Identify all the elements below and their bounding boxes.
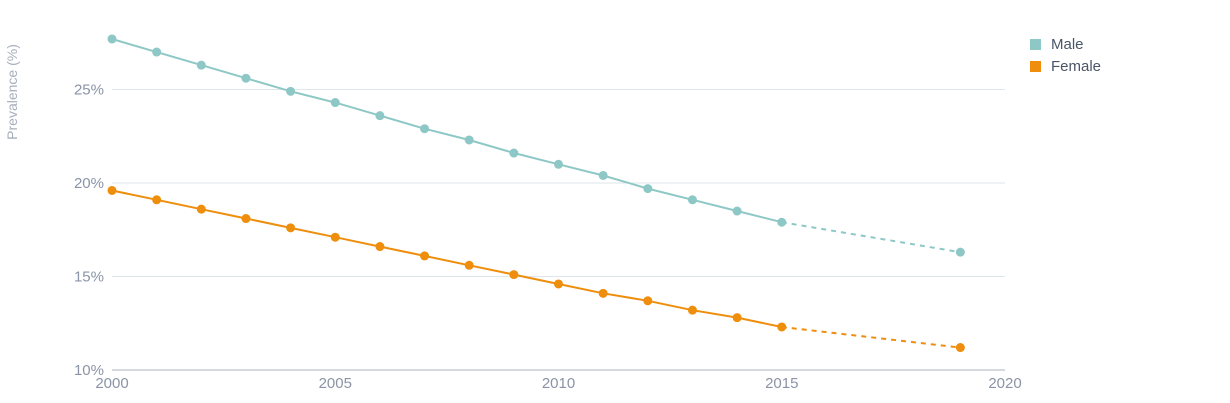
data-point-female[interactable] (777, 322, 787, 332)
data-point-female[interactable] (554, 279, 563, 289)
data-point-female[interactable] (196, 204, 206, 214)
legend-item-male[interactable]: Male (1030, 33, 1101, 55)
data-point-female[interactable] (152, 195, 162, 205)
y-axis-title: Prevalence (%) (4, 44, 20, 140)
data-point-female[interactable] (643, 296, 653, 306)
data-point-male[interactable] (330, 98, 340, 108)
legend-label-male: Male (1051, 35, 1084, 53)
x-tick-labels: 2000 2005 2010 2015 2020 (95, 375, 1021, 392)
series-line-female (111, 189, 783, 328)
grid-lines (112, 88, 1005, 371)
x-tick-label: 2000 (95, 375, 128, 392)
projected-point-female[interactable] (955, 343, 965, 353)
data-point-female[interactable] (375, 242, 385, 252)
data-point-male[interactable] (241, 73, 251, 83)
data-point-male[interactable] (286, 86, 296, 96)
data-point-female[interactable] (286, 223, 296, 233)
data-point-female[interactable] (509, 270, 519, 280)
projected-point-male[interactable] (955, 247, 965, 257)
data-point-female[interactable] (107, 185, 117, 195)
y-tick-label: 20% (74, 175, 104, 192)
data-point-male[interactable] (687, 195, 697, 205)
series-line-male (111, 38, 783, 224)
x-tick-label: 2005 (319, 375, 352, 392)
data-point-male[interactable] (152, 47, 162, 57)
legend-item-female[interactable]: Female (1030, 55, 1101, 77)
data-point-female[interactable] (241, 214, 251, 224)
data-point-male[interactable] (420, 124, 430, 134)
data-point-female[interactable] (687, 305, 697, 315)
data-point-female[interactable] (420, 251, 430, 261)
legend-swatch-female (1030, 60, 1041, 72)
x-tick-label: 2020 (988, 375, 1021, 392)
y-tick-labels: 10% 15% 20% 25% (74, 81, 104, 379)
series-female (107, 185, 965, 353)
projection-line-female (781, 326, 961, 349)
series-male (107, 34, 965, 257)
y-tick-label: 15% (74, 268, 104, 285)
data-point-male[interactable] (196, 60, 206, 70)
data-point-male[interactable] (375, 111, 385, 121)
data-point-male[interactable] (464, 135, 474, 145)
y-tick-label: 10% (74, 362, 104, 379)
series-layer (107, 34, 965, 353)
legend-swatch-male (1030, 38, 1041, 50)
data-point-male[interactable] (107, 34, 117, 44)
y-tick-label: 25% (74, 81, 104, 98)
data-point-male[interactable] (598, 170, 608, 180)
x-tick-label: 2010 (542, 375, 575, 392)
data-point-male[interactable] (732, 206, 742, 216)
data-point-male[interactable] (777, 217, 787, 227)
data-point-female[interactable] (732, 313, 742, 323)
data-point-male[interactable] (643, 184, 653, 194)
data-point-female[interactable] (330, 232, 340, 242)
data-point-male[interactable] (554, 159, 563, 169)
legend-label-female: Female (1051, 57, 1102, 75)
legend: Male Female (1030, 33, 1101, 77)
data-point-female[interactable] (464, 260, 474, 270)
x-tick-label: 2015 (765, 375, 798, 392)
data-point-male[interactable] (509, 148, 519, 158)
projection-line-male (781, 221, 961, 254)
data-point-female[interactable] (598, 288, 608, 298)
